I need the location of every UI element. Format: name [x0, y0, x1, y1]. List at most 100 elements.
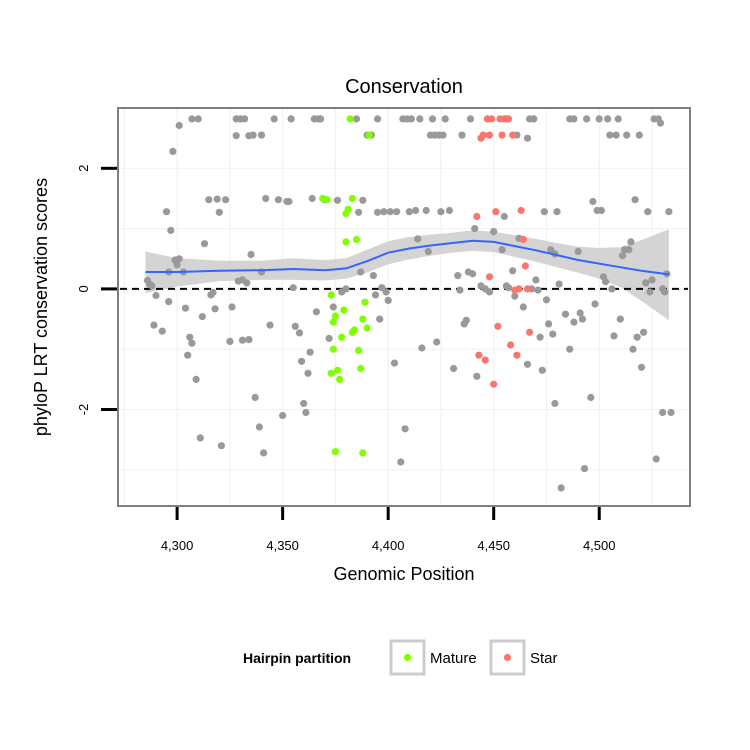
point-other: [553, 208, 561, 216]
y-tick-label: 2: [76, 165, 91, 172]
point-other: [545, 320, 553, 328]
point-other: [150, 321, 158, 329]
point-other: [667, 408, 675, 417]
point-other: [536, 333, 544, 341]
point-other: [304, 369, 312, 377]
point-other: [371, 291, 380, 299]
point-other: [289, 284, 297, 292]
point-other: [542, 296, 551, 304]
point-other: [523, 134, 532, 142]
point-star: [494, 322, 502, 330]
point-other: [604, 115, 612, 123]
point-other: [561, 310, 570, 318]
point-star: [485, 131, 494, 139]
point-other: [428, 115, 437, 123]
point-star: [475, 351, 483, 359]
point-other: [602, 278, 610, 286]
point-other: [557, 484, 565, 492]
point-other: [342, 285, 350, 293]
point-other: [414, 235, 422, 243]
point-other: [570, 318, 578, 326]
point-mature: [323, 196, 331, 204]
point-other: [215, 208, 223, 216]
point-other: [597, 206, 606, 215]
point-other: [418, 344, 426, 352]
point-other: [530, 115, 538, 123]
point-other: [380, 208, 388, 216]
point-other: [523, 360, 532, 368]
point-other: [173, 261, 181, 269]
legend-swatch-star: [503, 653, 512, 662]
point-star: [473, 212, 481, 221]
point-star: [498, 131, 506, 139]
point-other: [401, 425, 409, 433]
legend-entry-star: Star: [489, 639, 558, 676]
point-other: [357, 268, 365, 276]
point-mature: [350, 326, 358, 334]
point-other: [439, 131, 447, 139]
legend: Hairpin partition Mature Star: [243, 639, 558, 676]
point-mature: [327, 291, 335, 299]
x-tick-label: 4,450: [477, 538, 510, 553]
point-other: [625, 246, 633, 254]
point-other: [629, 345, 637, 353]
point-mature: [363, 324, 371, 332]
point-other: [437, 208, 445, 216]
x-axis-label: Genomic Position: [333, 564, 474, 584]
point-other: [511, 292, 519, 300]
point-other: [317, 115, 325, 123]
point-other: [450, 364, 458, 373]
point-other: [249, 131, 257, 139]
smooth-trend-line: [145, 239, 670, 276]
point-other: [583, 115, 591, 123]
chart-title: Conservation: [345, 76, 463, 98]
point-star: [481, 356, 489, 364]
point-mature: [333, 366, 342, 374]
point-other: [566, 345, 574, 353]
point-other: [270, 115, 278, 123]
y-tick-label: -2: [76, 404, 91, 416]
point-other: [648, 276, 656, 284]
point-other: [574, 247, 582, 256]
point-other: [152, 291, 160, 300]
point-other: [390, 359, 399, 367]
point-other: [551, 399, 559, 408]
point-other: [393, 208, 401, 216]
point-star: [517, 206, 525, 215]
legend-key-star: [489, 639, 526, 676]
point-other: [241, 115, 249, 123]
point-other: [232, 132, 240, 140]
point-other: [509, 267, 517, 275]
point-other: [382, 288, 390, 296]
point-other: [570, 115, 578, 123]
point-other: [260, 449, 268, 457]
point-other: [454, 272, 462, 280]
point-other: [287, 115, 295, 123]
point-other: [209, 288, 217, 297]
point-mature: [346, 115, 354, 123]
point-other: [635, 131, 643, 139]
point-other: [631, 196, 639, 204]
panel-background: [118, 108, 690, 506]
point-other: [329, 303, 337, 311]
point-mature: [331, 312, 339, 320]
y-axis: -2 0 2: [76, 165, 117, 416]
point-star: [488, 115, 496, 123]
point-other: [456, 286, 464, 294]
point-star: [513, 351, 521, 359]
point-other: [165, 298, 173, 306]
point-other: [245, 336, 253, 344]
point-other: [469, 270, 477, 278]
point-other: [659, 408, 667, 417]
point-other: [302, 408, 310, 417]
point-other: [397, 458, 405, 466]
point-other: [262, 194, 270, 203]
point-mature: [342, 238, 350, 246]
point-other: [369, 272, 377, 280]
point-other: [606, 131, 614, 139]
point-other: [312, 308, 320, 316]
legend-swatch-mature: [403, 653, 412, 662]
point-other: [504, 284, 513, 292]
y-axis-label: phyloP LRT conservation scores: [31, 178, 51, 436]
point-star: [515, 285, 523, 293]
